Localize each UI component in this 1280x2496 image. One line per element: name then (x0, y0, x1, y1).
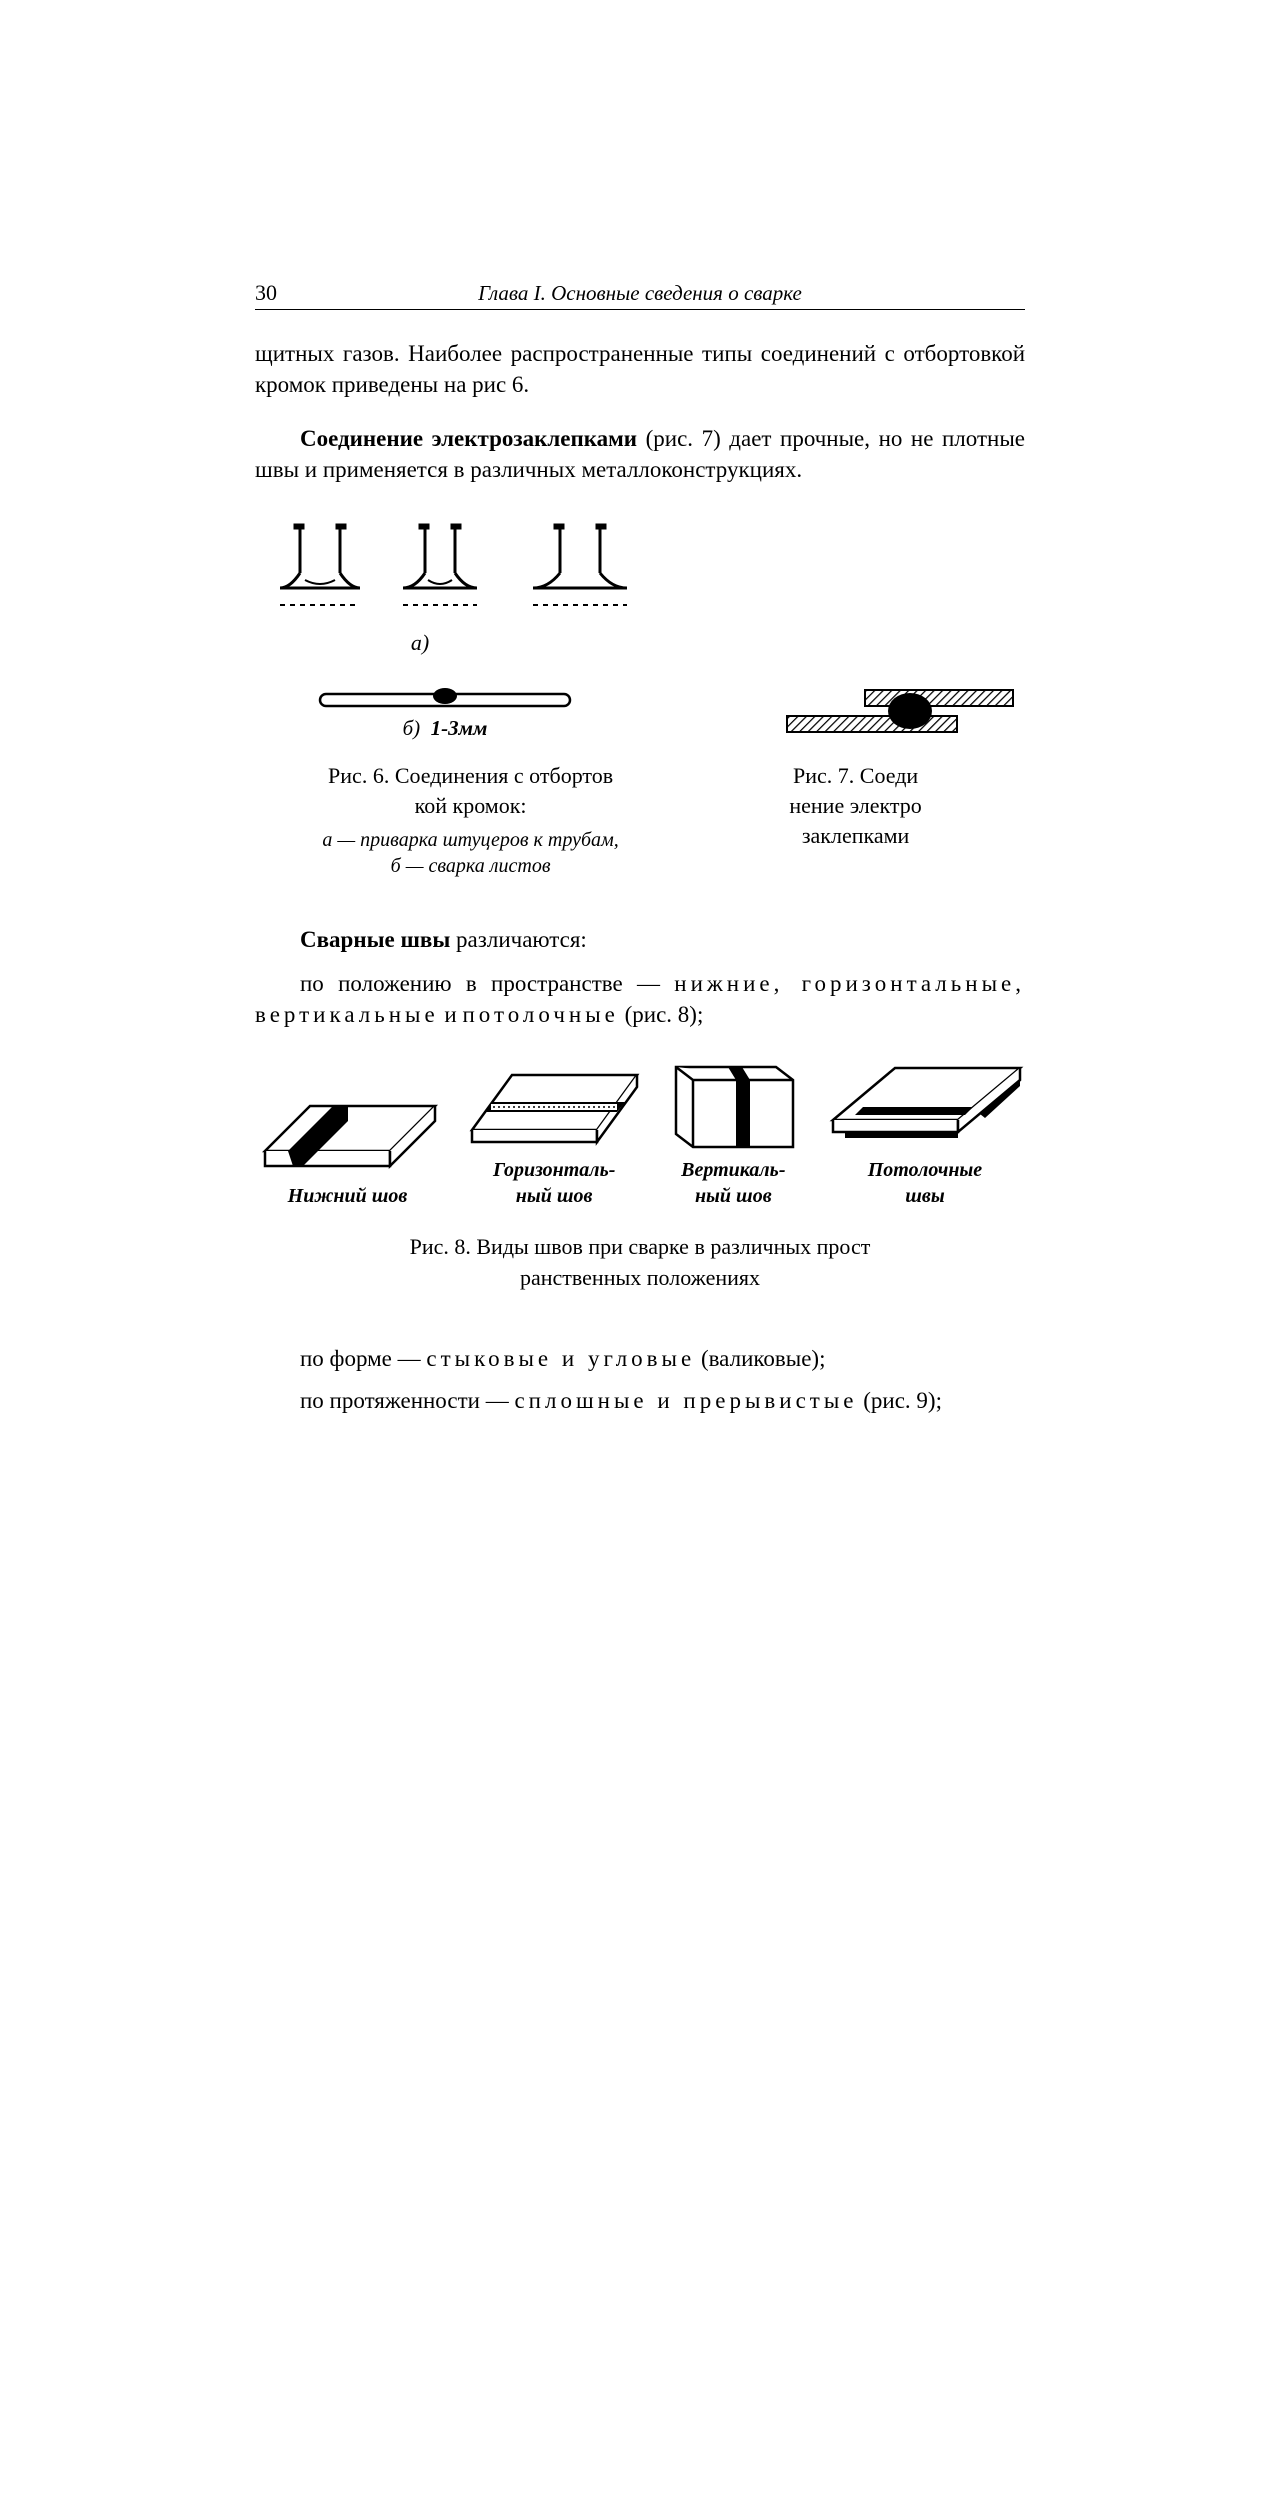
paragraph-1: щитных газов. Наиболее распространенные … (255, 338, 1025, 400)
para3-rest: различаются: (450, 927, 587, 952)
paragraph-5: по форме — стыковые и угловые (валиковые… (255, 1343, 1025, 1374)
para5-a: по форме — (300, 1346, 426, 1371)
para6-a: по протяженности — (300, 1388, 514, 1413)
para5-b: стыковые и угловые (426, 1346, 695, 1371)
para4-b3: потолочные (462, 1002, 618, 1027)
fig8-item-3: Вертикаль- ный шов (668, 1055, 798, 1207)
fig6b-label: б) (403, 716, 421, 740)
fig7-caption-2: нение электро­ (789, 793, 921, 818)
figure-6a: а) (255, 520, 1025, 656)
fig8-svg-1 (255, 1086, 440, 1181)
fig8-label-2a: Горизонталь- (467, 1159, 642, 1181)
fig7-svg (785, 686, 1015, 741)
paragraph-3: Сварные швы различаются: (255, 924, 1025, 955)
paragraph-4: по положению в пространстве — нижние, го… (255, 968, 1025, 1030)
fig6-caption-2: кой кромок: (415, 793, 527, 818)
paragraph-2: Соединение электрозаклепками (рис. 7) да… (255, 423, 1025, 485)
para4-c: (рис. 8); (619, 1002, 703, 1027)
figure-6b-7-row: б) 1-3мм (255, 686, 1025, 741)
header: 30 Глава I. Основные сведения о сварке (255, 280, 1025, 310)
fig7-caption-1: Рис. 7. Соеди­ (793, 763, 918, 788)
fig8-caption-1: Рис. 8. Виды швов при сварке в различных… (410, 1234, 871, 1259)
fig8-caption-2: ранственных положениях (520, 1265, 760, 1290)
captions-row: Рис. 6. Соединения с отбортов­ кой кромо… (255, 761, 1025, 878)
figure-6-caption: Рис. 6. Соединения с отбортов­ кой кромо… (255, 761, 686, 878)
figure-8-caption: Рис. 8. Виды швов при сварке в различных… (255, 1232, 1025, 1294)
fig6-sub-b: б — сварка листов (391, 855, 551, 877)
para6-b: сплошные и прерывистые (514, 1388, 857, 1413)
fig8-label-1: Нижний шов (255, 1185, 440, 1207)
fig8-item-1: Нижний шов (255, 1086, 440, 1207)
fig6-caption-1: Рис. 6. Соединения с отбортов­ (328, 763, 613, 788)
page-number: 30 (255, 280, 315, 306)
paragraph-6: по протяженности — сплошные и прерывисты… (255, 1385, 1025, 1416)
para6-c: (рис. 9); (858, 1388, 942, 1413)
para4-b2: и (439, 1002, 463, 1027)
fig8-label-2b: ный шов (467, 1185, 642, 1207)
figure-7-caption: Рис. 7. Соеди­ нение электро­ заклепками (686, 761, 1025, 878)
fig6-sub-a: а — приварка штуцеров к трубам, (322, 829, 618, 851)
fig7-caption-3: заклепками (802, 823, 909, 848)
fig8-svg-2 (467, 1060, 642, 1155)
figure-6b: б) 1-3мм (315, 686, 575, 741)
para5-c: (валиковые); (695, 1346, 825, 1371)
fig6a-svg (265, 520, 665, 630)
fig8-item-2: Горизонталь- ный шов (467, 1060, 642, 1207)
figure-8-row: Нижний шов Горизонталь- ный (255, 1055, 1025, 1207)
fig6b-svg (315, 686, 575, 716)
fig8-svg-4 (825, 1060, 1025, 1155)
para2-lead: Соединение электрозаклепками (300, 426, 637, 451)
fig8-label-3b: ный шов (668, 1185, 798, 1207)
para3-lead: Сварные швы (300, 927, 450, 952)
fig8-label-4b: швы (825, 1185, 1025, 1207)
fig8-label-4a: Потолочные (825, 1159, 1025, 1181)
fig8-item-4: Потолочные швы (825, 1060, 1025, 1207)
fig8-svg-3 (668, 1055, 798, 1155)
page: 30 Глава I. Основные сведения о сварке щ… (255, 280, 1025, 1839)
chapter-title: Глава I. Основные сведения о сварке (315, 281, 1025, 306)
para4-a: по положению в пространстве — (300, 971, 674, 996)
fig6b-dim: 1-3мм (431, 716, 488, 740)
fig6a-label: а) (305, 630, 535, 656)
fig8-label-3a: Вертикаль- (668, 1159, 798, 1181)
figure-7 (785, 686, 1015, 741)
